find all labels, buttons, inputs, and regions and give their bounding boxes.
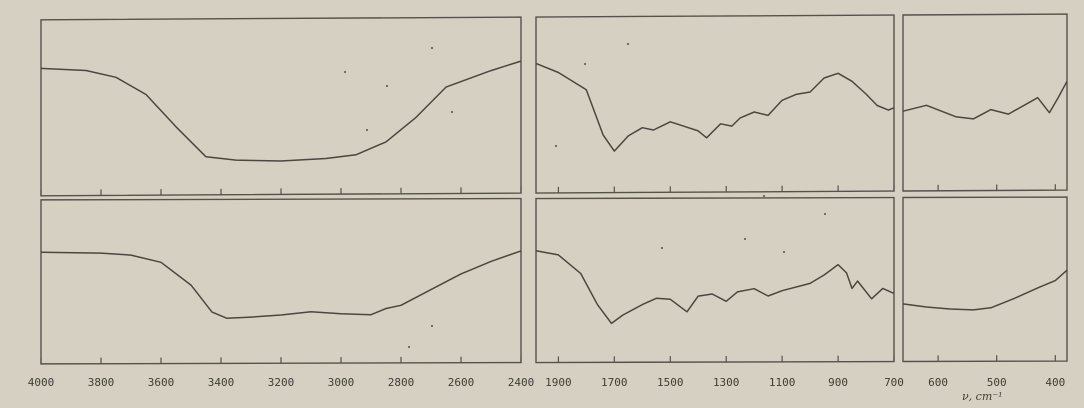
tick-label-mid-1100: 1100 [769, 376, 796, 389]
frame-bottom-low [902, 196, 1068, 363]
tick-label-high-2600: 2600 [448, 376, 475, 389]
tick-label-high-3000: 3000 [328, 376, 355, 389]
paper-speck-0 [430, 46, 434, 50]
tick-label-high-2800: 2800 [388, 376, 415, 389]
paper-speck-1 [385, 84, 389, 88]
paper-specks [343, 42, 827, 349]
paper-speck-14 [554, 144, 558, 148]
tick-label-high-3200: 3200 [268, 376, 295, 389]
tick-label-mid-700: 700 [884, 376, 904, 389]
trace-top-mid [535, 62, 895, 152]
paper-speck-10 [430, 324, 434, 328]
trace-bottom-low [902, 269, 1068, 311]
tick-label-high-3400: 3400 [208, 376, 235, 389]
paper-speck-3 [626, 42, 630, 46]
panel-frames [40, 13, 1068, 365]
paper-speck-2 [343, 70, 347, 74]
paper-speck-5 [660, 246, 664, 250]
paper-speck-9 [823, 212, 827, 216]
paper-speck-12 [365, 128, 369, 132]
tick-label-high-3600: 3600 [148, 376, 175, 389]
paper-speck-4 [583, 62, 587, 66]
tick-label-low-600: 600 [928, 376, 948, 389]
tick-label-mid-1500: 1500 [657, 376, 684, 389]
frame-top-low [902, 13, 1068, 192]
trace-top-low [902, 80, 1068, 120]
paper-speck-6 [743, 237, 747, 241]
x-axis-unit-label: ν, cm⁻¹ [962, 390, 1003, 403]
frame-bottom-mid [535, 196, 895, 364]
axis-ticks [40, 184, 1056, 364]
tick-label-high-3800: 3800 [88, 376, 115, 389]
tick-label-mid-1900: 1900 [545, 376, 572, 389]
spectral-traces [40, 60, 1068, 325]
paper-speck-11 [407, 345, 411, 349]
tick-label-high-2400: 2400 [508, 376, 535, 389]
frame-top-high [40, 16, 522, 197]
trace-top-high [40, 60, 522, 162]
tick-label-mid-1300: 1300 [713, 376, 740, 389]
tick-label-low-500: 500 [987, 376, 1007, 389]
trace-bottom-mid [535, 250, 895, 325]
tick-label-low-400: 400 [1045, 376, 1065, 389]
trace-bottom-high [40, 250, 522, 320]
paper-speck-13 [450, 110, 454, 114]
tick-label-mid-900: 900 [828, 376, 848, 389]
paper-speck-7 [782, 250, 786, 254]
tick-label-high-4000: 4000 [28, 376, 55, 389]
tick-label-mid-1700: 1700 [601, 376, 628, 389]
paper-speck-8 [762, 194, 766, 198]
tick-labels: 4000 3800 3600 3400 3200 3000 2800 2600 2400 1900… [28, 376, 1065, 389]
